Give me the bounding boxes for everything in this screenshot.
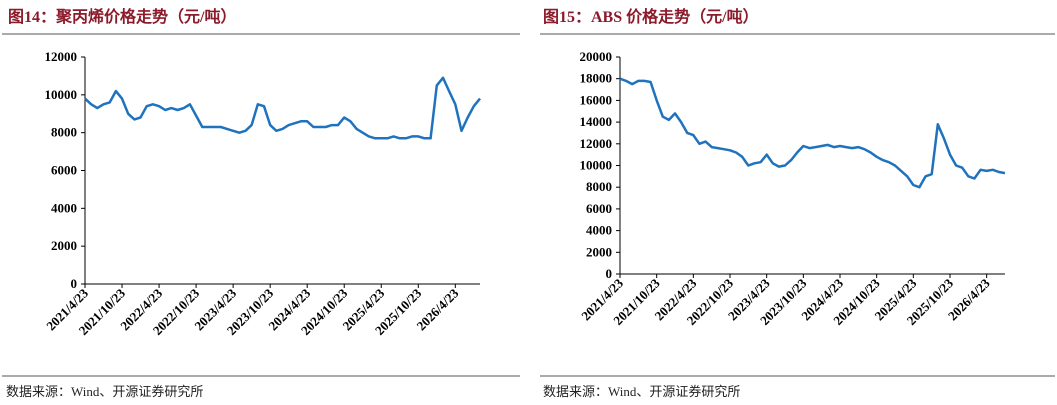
source-note: 数据来源：Wind、开源证券研究所 xyxy=(6,384,203,399)
y-tick-label: 6000 xyxy=(586,201,612,216)
y-tick-label: 8000 xyxy=(586,179,612,194)
y-tick-label: 12000 xyxy=(45,49,78,64)
y-tick-label: 4000 xyxy=(586,223,612,238)
y-tick-label: 2000 xyxy=(586,244,612,259)
y-tick-label: 14000 xyxy=(580,114,613,129)
chart-title: 图15：ABS 价格走势（元/吨） xyxy=(543,7,759,26)
y-tick-label: 20000 xyxy=(580,49,613,64)
y-tick-label: 10000 xyxy=(45,87,78,102)
price-line xyxy=(619,77,1006,189)
y-tick-label: 12000 xyxy=(580,136,613,151)
chart-title: 图14：聚丙烯价格走势（元/吨） xyxy=(8,7,236,26)
y-tick-label: 8000 xyxy=(51,125,77,140)
y-tick-label: 16000 xyxy=(580,92,613,107)
y-tick-label: 2000 xyxy=(51,238,77,253)
y-tick-label: 4000 xyxy=(51,200,77,215)
y-tick-label: 10000 xyxy=(580,158,613,173)
y-tick-label: 6000 xyxy=(51,163,77,178)
y-tick-label: 18000 xyxy=(580,71,613,86)
x-tick-label: 2026/4/23 xyxy=(414,285,462,333)
y-tick-label: 0 xyxy=(71,276,78,291)
source-note: 数据来源：Wind、开源证券研究所 xyxy=(543,384,740,399)
price-line xyxy=(84,76,481,140)
y-tick-label: 0 xyxy=(606,266,613,281)
